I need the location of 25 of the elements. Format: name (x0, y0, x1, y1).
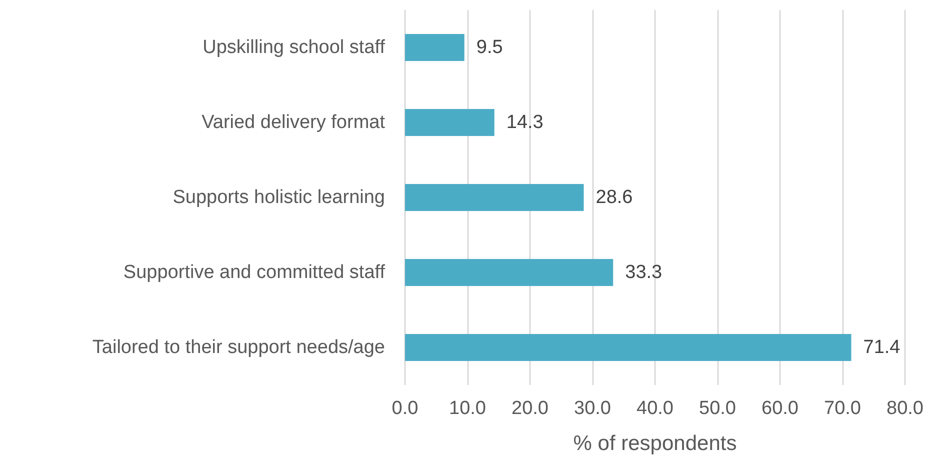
y-tick-label: Varied delivery format (202, 112, 386, 133)
x-tick-label: 40.0 (636, 398, 674, 419)
bar (405, 184, 584, 211)
x-tick-label: 20.0 (512, 398, 548, 419)
data-label: 71.4 (863, 337, 901, 358)
y-tick-label: Upskilling school staff (202, 37, 386, 58)
data-label: 28.6 (596, 187, 633, 208)
x-tick-label: 30.0 (574, 398, 611, 419)
y-tick-label: Tailored to their support needs/age (92, 337, 385, 358)
y-tick-label: Supportive and committed staff (123, 262, 386, 283)
bar (405, 34, 464, 61)
data-label: 9.5 (476, 37, 503, 58)
bar (405, 259, 614, 286)
y-tick-label: Supports holistic learning (172, 187, 385, 208)
x-tick-label: 70.0 (824, 398, 861, 419)
bar (405, 109, 494, 136)
x-axis-title: % of respondents (573, 432, 737, 455)
x-tick-label: 10.0 (449, 398, 486, 419)
x-tick-label: 80.0 (886, 398, 924, 419)
data-label: 33.3 (625, 262, 662, 283)
data-label: 14.3 (506, 112, 544, 133)
bar (405, 334, 852, 361)
x-tick-label: 50.0 (699, 398, 736, 419)
x-tick-label: 60.0 (762, 398, 798, 419)
x-tick-label: 0.0 (392, 398, 418, 419)
